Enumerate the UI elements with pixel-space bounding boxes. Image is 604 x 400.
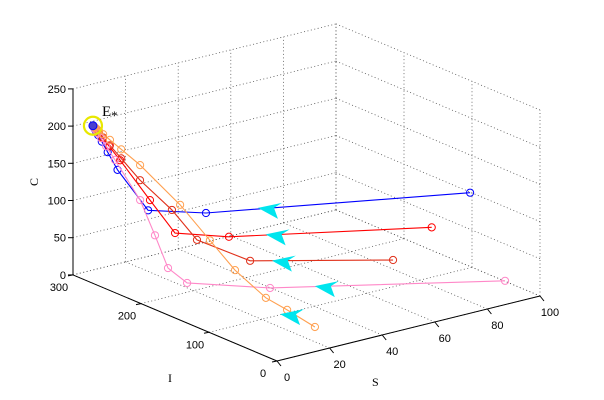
grid-line (72, 23, 337, 90)
grid-line (335, 23, 541, 111)
direction-arrow-icon (314, 281, 339, 298)
direction-arrow-icon (265, 229, 290, 246)
data-point (136, 195, 145, 205)
grid-line (335, 172, 541, 260)
data-point (167, 205, 177, 215)
data-point (192, 235, 202, 244)
series-layer (82, 115, 510, 332)
labels: S I C E* (27, 104, 379, 389)
data-point (170, 228, 180, 238)
s-tick-label: 100 (541, 307, 559, 319)
data-point (224, 232, 234, 241)
trajectory-pink (88, 121, 510, 298)
c-tick-label: 250 (48, 84, 66, 96)
i-tick-label: 200 (118, 311, 136, 323)
data-point (136, 160, 145, 170)
s-tick (276, 360, 282, 367)
i-tick-label: 100 (186, 339, 204, 351)
s-axis (276, 295, 541, 362)
data-point (135, 176, 145, 185)
trajectory-line (92, 125, 394, 262)
grid-line (335, 135, 541, 222)
trajectory-orange (88, 121, 320, 332)
data-point (265, 283, 275, 293)
c-axis-label: C (27, 178, 41, 186)
s-tick (539, 295, 545, 302)
data-point (176, 200, 185, 209)
data-point (500, 276, 510, 285)
i-tick-label: 0 (260, 368, 266, 380)
i-tick (203, 331, 210, 334)
equilibrium-point (88, 121, 98, 131)
grid-line (230, 235, 435, 323)
data-point (246, 256, 255, 265)
s-tick-label: 20 (333, 359, 345, 371)
direction-arrow-icon (257, 202, 282, 219)
trajectory-blue (88, 121, 475, 219)
trajectory-line (92, 125, 316, 328)
grid-line (72, 172, 337, 239)
data-point (230, 266, 240, 275)
data-point (261, 293, 270, 302)
c-tick-label: 200 (48, 121, 66, 133)
s-tick (329, 347, 334, 354)
grid-line (335, 97, 541, 185)
grid-line (125, 261, 330, 349)
data-point (150, 231, 160, 240)
i-axis (72, 274, 278, 362)
data-point (465, 188, 475, 197)
data-point (117, 145, 126, 154)
direction-arrow-icon (280, 309, 305, 326)
s-tick-label: 40 (386, 346, 398, 358)
data-point (117, 154, 126, 163)
equilibrium-subscript: * (111, 108, 118, 123)
s-tick (434, 321, 440, 328)
grid-line (140, 238, 405, 304)
c-tick-label: 100 (48, 196, 66, 208)
data-point (310, 322, 320, 332)
data-point (205, 236, 215, 245)
data-point (102, 142, 111, 151)
data-point (163, 263, 173, 273)
i-tick-label: 300 (50, 282, 68, 294)
s-tick (487, 308, 492, 315)
i-tick (135, 303, 142, 306)
s-tick-label: 80 (491, 320, 503, 332)
c-tick-label: 50 (54, 233, 66, 245)
equilibrium-highlight-ring (82, 115, 104, 136)
data-point (145, 196, 155, 205)
trajectory-darkred (88, 121, 398, 272)
s-tick-label: 60 (439, 333, 451, 345)
s-tick (381, 334, 387, 341)
data-point (388, 255, 398, 265)
data-point (105, 135, 115, 144)
i-tick (271, 360, 278, 363)
i-axis-label: I (168, 371, 172, 385)
s-axis-label: S (372, 375, 379, 389)
data-point (110, 155, 120, 164)
data-point (105, 141, 114, 150)
s-tick-label: 0 (284, 372, 290, 384)
equilibrium-letter: E (102, 104, 111, 120)
data-point (427, 223, 436, 232)
data-point (182, 278, 192, 288)
c-tick-label: 150 (48, 158, 66, 170)
c-tick-label: 0 (60, 270, 66, 282)
direction-arrow-icon (271, 255, 296, 272)
data-point (201, 208, 211, 218)
grid-line (283, 222, 488, 310)
grid-line (335, 60, 541, 148)
equilibrium-label: E* (102, 104, 118, 123)
